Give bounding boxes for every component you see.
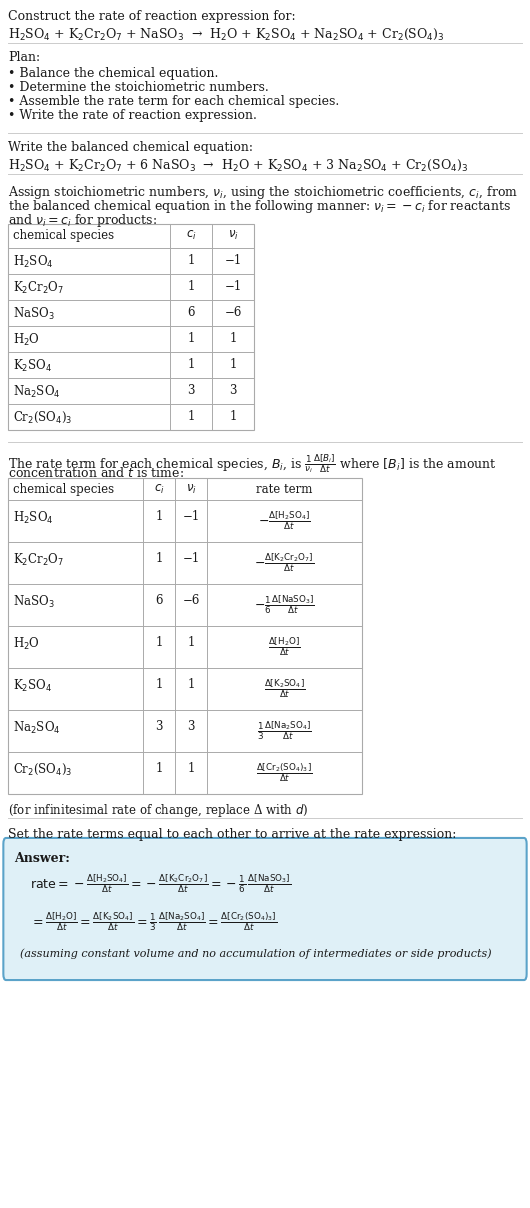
Text: 3: 3 — [229, 384, 237, 397]
Text: 1: 1 — [187, 762, 195, 776]
Text: 1: 1 — [155, 510, 163, 523]
Text: $\frac{\Delta[\mathrm{H_2O}]}{\Delta t}$: $\frac{\Delta[\mathrm{H_2O}]}{\Delta t}$ — [268, 635, 301, 658]
Text: −1: −1 — [224, 280, 242, 294]
Text: $\nu_i$: $\nu_i$ — [186, 483, 197, 496]
Text: H$_2$SO$_4$: H$_2$SO$_4$ — [13, 510, 54, 527]
Text: Na$_2$SO$_4$: Na$_2$SO$_4$ — [13, 384, 60, 400]
Text: 1: 1 — [155, 552, 163, 565]
Text: Cr$_2$(SO$_4$)$_3$: Cr$_2$(SO$_4$)$_3$ — [13, 762, 73, 777]
Text: Write the balanced chemical equation:: Write the balanced chemical equation: — [8, 141, 253, 153]
Text: NaSO$_3$: NaSO$_3$ — [13, 306, 55, 323]
Text: 1: 1 — [187, 410, 195, 423]
Text: 1: 1 — [187, 280, 195, 294]
Text: 6: 6 — [187, 306, 195, 319]
Text: NaSO$_3$: NaSO$_3$ — [13, 594, 55, 610]
Text: 6: 6 — [155, 594, 163, 606]
Text: K$_2$Cr$_2$O$_7$: K$_2$Cr$_2$O$_7$ — [13, 552, 64, 568]
Text: H$_2$SO$_4$ + K$_2$Cr$_2$O$_7$ + NaSO$_3$  →  H$_2$O + K$_2$SO$_4$ + Na$_2$SO$_4: H$_2$SO$_4$ + K$_2$Cr$_2$O$_7$ + NaSO$_3… — [8, 27, 445, 42]
Text: concentration and $t$ is time:: concentration and $t$ is time: — [8, 466, 184, 480]
Text: 1: 1 — [229, 332, 237, 345]
Text: chemical species: chemical species — [13, 483, 114, 496]
Text: and $\nu_i = c_i$ for products:: and $\nu_i = c_i$ for products: — [8, 211, 157, 230]
Text: $\nu_i$: $\nu_i$ — [227, 230, 238, 242]
Text: −1: −1 — [182, 552, 200, 565]
Text: $= \frac{\Delta[\mathrm{H_2O}]}{\Delta t} = \frac{\Delta[\mathrm{K_2SO_4}]}{\Del: $= \frac{\Delta[\mathrm{H_2O}]}{\Delta t… — [30, 910, 277, 933]
Text: Plan:: Plan: — [8, 51, 40, 64]
Text: Answer:: Answer: — [14, 852, 70, 865]
Text: −6: −6 — [182, 594, 200, 606]
Text: K$_2$SO$_4$: K$_2$SO$_4$ — [13, 678, 52, 695]
Text: $-\frac{\Delta[\mathrm{K_2Cr_2O_7}]}{\Delta t}$: $-\frac{\Delta[\mathrm{K_2Cr_2O_7}]}{\De… — [254, 552, 315, 574]
Text: −1: −1 — [224, 254, 242, 267]
Text: K$_2$SO$_4$: K$_2$SO$_4$ — [13, 358, 52, 374]
Text: 1: 1 — [229, 410, 237, 423]
Text: 3: 3 — [155, 720, 163, 733]
Text: H$_2$O: H$_2$O — [13, 332, 40, 348]
Text: $\frac{\Delta[\mathrm{Cr_2(SO_4)_3}]}{\Delta t}$: $\frac{\Delta[\mathrm{Cr_2(SO_4)_3}]}{\D… — [257, 762, 313, 784]
Text: (assuming constant volume and no accumulation of intermediates or side products): (assuming constant volume and no accumul… — [20, 948, 492, 959]
Text: $\mathrm{rate} = -\frac{\Delta[\mathrm{H_2SO_4}]}{\Delta t} = -\frac{\Delta[\mat: $\mathrm{rate} = -\frac{\Delta[\mathrm{H… — [30, 872, 292, 895]
Bar — [8, 223, 254, 430]
Text: 1: 1 — [155, 635, 163, 649]
Text: • Write the rate of reaction expression.: • Write the rate of reaction expression. — [8, 109, 257, 122]
Text: 1: 1 — [155, 762, 163, 776]
Text: −1: −1 — [182, 510, 200, 523]
Text: H$_2$SO$_4$ + K$_2$Cr$_2$O$_7$ + 6 NaSO$_3$  →  H$_2$O + K$_2$SO$_4$ + 3 Na$_2$S: H$_2$SO$_4$ + K$_2$Cr$_2$O$_7$ + 6 NaSO$… — [8, 158, 469, 173]
Text: Assign stoichiometric numbers, $\nu_i$, using the stoichiometric coefficients, $: Assign stoichiometric numbers, $\nu_i$, … — [8, 184, 518, 201]
Text: • Determine the stoichiometric numbers.: • Determine the stoichiometric numbers. — [8, 81, 269, 94]
Text: H$_2$SO$_4$: H$_2$SO$_4$ — [13, 254, 54, 271]
Text: K$_2$Cr$_2$O$_7$: K$_2$Cr$_2$O$_7$ — [13, 280, 64, 296]
Text: $c_i$: $c_i$ — [186, 230, 196, 242]
Text: 1: 1 — [155, 678, 163, 691]
Text: Set the rate terms equal to each other to arrive at the rate expression:: Set the rate terms equal to each other t… — [8, 827, 456, 841]
Text: (for infinitesimal rate of change, replace Δ with $d$): (for infinitesimal rate of change, repla… — [8, 802, 308, 819]
Text: 1: 1 — [229, 358, 237, 371]
Text: 1: 1 — [187, 358, 195, 371]
Text: 1: 1 — [187, 254, 195, 267]
Text: H$_2$O: H$_2$O — [13, 635, 40, 652]
Text: 1: 1 — [187, 332, 195, 345]
FancyBboxPatch shape — [3, 838, 527, 980]
Text: The rate term for each chemical species, $B_i$, is $\frac{1}{\nu_i}\frac{\Delta[: The rate term for each chemical species,… — [8, 452, 497, 475]
Text: −6: −6 — [224, 306, 242, 319]
Text: Na$_2$SO$_4$: Na$_2$SO$_4$ — [13, 720, 60, 736]
Text: • Balance the chemical equation.: • Balance the chemical equation. — [8, 66, 218, 80]
Text: rate term: rate term — [257, 483, 313, 496]
Text: $c_i$: $c_i$ — [154, 483, 164, 496]
Text: $\frac{1}{3}\frac{\Delta[\mathrm{Na_2SO_4}]}{\Delta t}$: $\frac{1}{3}\frac{\Delta[\mathrm{Na_2SO_… — [257, 720, 312, 743]
Text: 3: 3 — [187, 720, 195, 733]
Text: • Assemble the rate term for each chemical species.: • Assemble the rate term for each chemic… — [8, 95, 339, 108]
Bar — [8, 478, 362, 794]
Text: 1: 1 — [187, 635, 195, 649]
Text: chemical species: chemical species — [13, 230, 114, 242]
Text: Cr$_2$(SO$_4$)$_3$: Cr$_2$(SO$_4$)$_3$ — [13, 410, 73, 425]
Text: the balanced chemical equation in the following manner: $\nu_i = -c_i$ for react: the balanced chemical equation in the fo… — [8, 198, 511, 215]
Text: 3: 3 — [187, 384, 195, 397]
Text: Construct the rate of reaction expression for:: Construct the rate of reaction expressio… — [8, 10, 296, 23]
Text: $\frac{\Delta[\mathrm{K_2SO_4}]}{\Delta t}$: $\frac{\Delta[\mathrm{K_2SO_4}]}{\Delta … — [264, 678, 305, 701]
Text: 1: 1 — [187, 678, 195, 691]
Text: $-\frac{1}{6}\frac{\Delta[\mathrm{NaSO_3}]}{\Delta t}$: $-\frac{1}{6}\frac{\Delta[\mathrm{NaSO_3… — [254, 593, 315, 616]
Text: $-\frac{\Delta[\mathrm{H_2SO_4}]}{\Delta t}$: $-\frac{\Delta[\mathrm{H_2SO_4}]}{\Delta… — [258, 510, 311, 533]
